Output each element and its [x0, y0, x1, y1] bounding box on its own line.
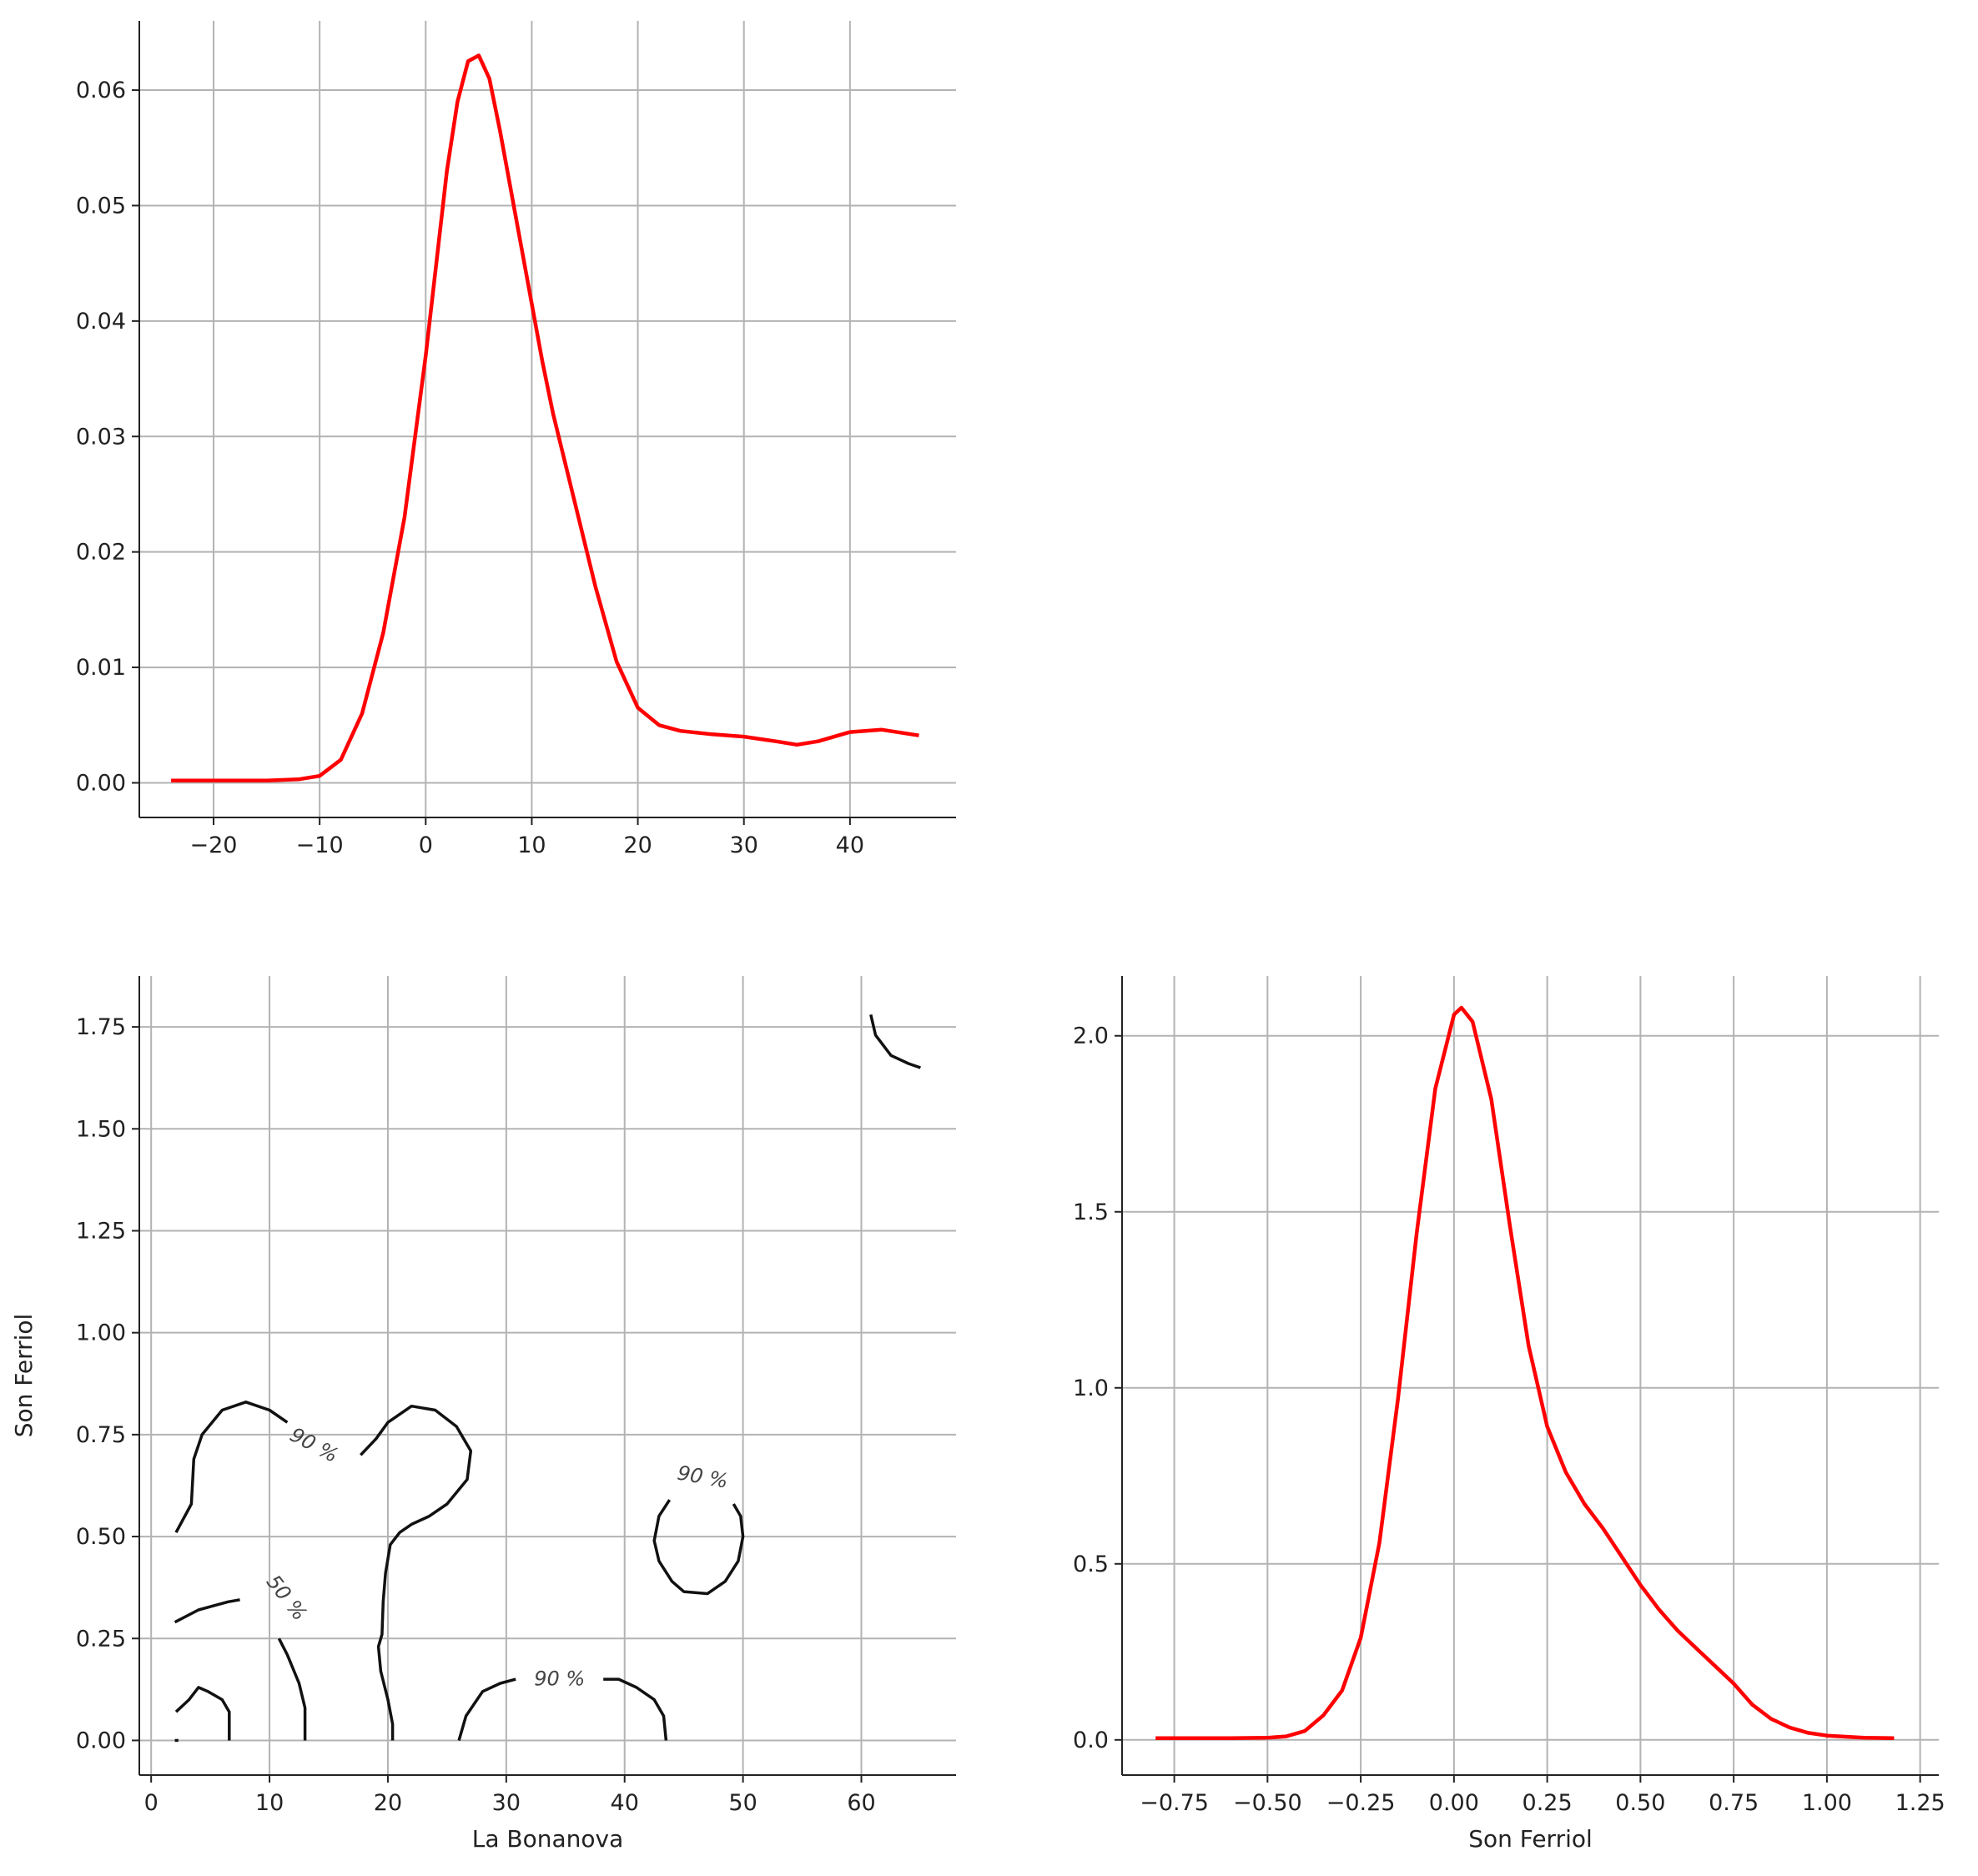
x-tick-label: 0.00 — [1429, 1790, 1479, 1816]
y-tick-label: 0.04 — [76, 309, 126, 334]
y-tick-label: 0.02 — [76, 540, 126, 566]
x-tick-label: 0 — [419, 832, 433, 858]
bottom-left-contour-plot: 0 10 20 30 40 50 60 0.00 0.25 0.50 0.75 1.00 1.25 1.5… — [10, 976, 956, 1853]
contour-level-label: 90 % — [676, 1461, 730, 1493]
y-tick-label: 0.50 — [76, 1524, 126, 1550]
contour-line — [652, 1499, 745, 1596]
y-tick-label: 0.25 — [76, 1626, 126, 1652]
x-axis-label: Son Ferriol — [1468, 1825, 1593, 1853]
y-tick-label: 1.00 — [76, 1320, 126, 1346]
contour-line — [277, 1637, 307, 1741]
x-tick-label: 1.00 — [1802, 1790, 1852, 1816]
x-tick-label: 40 — [836, 832, 864, 858]
contour-line — [457, 1677, 516, 1741]
y-tick-label: 0.75 — [76, 1422, 126, 1448]
y-tick-label: 0.05 — [76, 193, 126, 219]
y-tick-label: 1.25 — [76, 1218, 126, 1244]
contour-level-label: 90 % — [534, 1667, 585, 1690]
x-tick-label: 30 — [730, 832, 758, 858]
x-tick-label: 20 — [623, 832, 652, 858]
y-tick-label: 0.0 — [1073, 1728, 1109, 1753]
contour-line — [174, 1686, 231, 1741]
x-tick-label: 0.50 — [1615, 1790, 1665, 1816]
y-tick-label: 0.5 — [1073, 1552, 1109, 1577]
top-left-density-plot: −20 −10 0 10 20 30 40 0.00 0.01 0.02 0.03 0.04 0.05 0… — [76, 21, 956, 858]
density-curve — [171, 53, 919, 782]
y-axis-label: Son Ferriol — [10, 1314, 38, 1438]
y-tick-label: 1.50 — [76, 1116, 126, 1142]
x-tick-label: 1.25 — [1895, 1790, 1945, 1816]
x-tick-label: 0.75 — [1709, 1790, 1759, 1816]
x-tick-label: 40 — [611, 1790, 639, 1816]
contour-line — [603, 1677, 668, 1741]
y-tick-label: 1.0 — [1073, 1376, 1109, 1401]
x-tick-label: 50 — [728, 1790, 757, 1816]
x-tick-label: 20 — [374, 1790, 402, 1816]
density-curve — [1155, 1005, 1895, 1740]
x-tick-label: −20 — [190, 832, 238, 858]
y-tick-label: 2.0 — [1073, 1024, 1109, 1049]
contour-line — [174, 1401, 289, 1534]
x-tick-label: 0 — [144, 1790, 159, 1816]
x-axis-label: La Bonanova — [472, 1825, 624, 1853]
x-tick-label: −0.75 — [1140, 1790, 1209, 1816]
x-tick-label: 10 — [517, 832, 546, 858]
contour-level-label: 90 % — [286, 1423, 342, 1467]
y-tick-label: 0.06 — [76, 78, 126, 103]
x-tick-label: −10 — [296, 832, 344, 858]
contour-line — [869, 1014, 921, 1069]
x-tick-label: 10 — [255, 1790, 284, 1816]
y-tick-label: 0.00 — [76, 770, 126, 796]
y-tick-label: 0.00 — [76, 1728, 126, 1753]
contour-line — [174, 1598, 240, 1624]
x-tick-label: −0.50 — [1233, 1790, 1302, 1816]
x-tick-label: −0.25 — [1326, 1790, 1396, 1816]
y-tick-label: 0.01 — [76, 655, 126, 681]
contour-line — [360, 1404, 473, 1741]
x-tick-label: 0.25 — [1523, 1790, 1573, 1816]
y-tick-label: 1.75 — [76, 1014, 126, 1040]
y-tick-label: 0.03 — [76, 424, 126, 450]
x-tick-label: 60 — [847, 1790, 875, 1816]
x-tick-label: 30 — [492, 1790, 521, 1816]
bottom-right-density-plot: −0.75 −0.50 −0.25 0.00 0.25 0.50 0.75 1.00 1.25 0… — [1073, 976, 1945, 1853]
y-tick-label: 1.5 — [1073, 1200, 1109, 1225]
